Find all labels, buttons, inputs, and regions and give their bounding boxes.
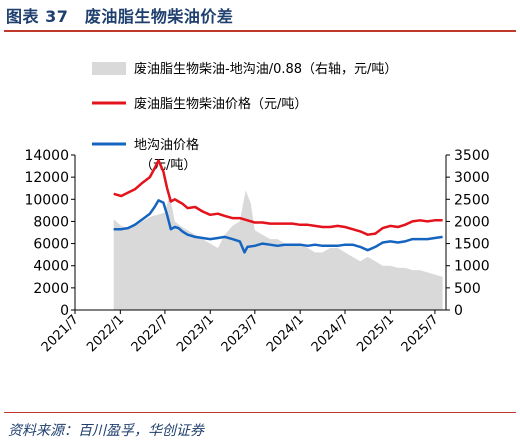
- left-tick-label: 4000: [33, 259, 69, 275]
- right-tick-label: 1500: [454, 237, 490, 253]
- title-rule: [4, 30, 516, 32]
- x-tick-label: 2025/1: [354, 312, 397, 355]
- x-tick-label: 2022/7: [129, 312, 172, 355]
- left-tick-label: 8000: [33, 214, 69, 230]
- right-tick-label: 500: [454, 281, 481, 297]
- legend-label-bio: 废油脂生物柴油价格（元/吨）: [134, 96, 307, 112]
- left-tick-label: 0: [60, 303, 69, 319]
- legend-label-spread: 废油脂生物柴油-地沟油/0.88（右轴，元/吨）: [134, 61, 397, 77]
- figure-title: 图表 37 废油脂生物柴油价差: [6, 7, 234, 26]
- left-tick-label: 10000: [24, 192, 69, 208]
- price-line-series: [113, 159, 443, 254]
- x-tick-label: 2024/1: [264, 312, 307, 355]
- right-tick-label: 3500: [454, 148, 490, 164]
- left-tick-label: 14000: [24, 148, 69, 164]
- source-rule: [4, 412, 516, 413]
- x-tick-label: 2022/1: [84, 312, 127, 355]
- legend-label-gutter: 地沟油价格: [134, 137, 199, 153]
- x-tick-label: 2024/7: [309, 312, 352, 355]
- gutter-price-line: [113, 199, 443, 254]
- right-tick-label: 0: [454, 303, 463, 319]
- right-tick-label: 2500: [454, 192, 490, 208]
- left-tick-label: 2000: [33, 281, 69, 297]
- chart: 废油脂生物柴油-地沟油/0.88（右轴，元/吨） 废油脂生物柴油价格（元/吨） …: [24, 61, 490, 355]
- x-tick-label: 2025/7: [399, 312, 442, 355]
- right-tick-label: 1000: [454, 259, 490, 275]
- right-tick-label: 3000: [454, 170, 490, 186]
- spread-area: [113, 190, 443, 310]
- x-tick-label: 2023/7: [219, 312, 262, 355]
- spread-area-series: [113, 190, 443, 310]
- right-tick-label: 2000: [454, 214, 490, 230]
- x-tick-label: 2023/1: [174, 312, 217, 355]
- left-tick-label: 6000: [33, 237, 69, 253]
- legend-swatch-spread: [92, 62, 126, 75]
- bio-price-line: [113, 159, 443, 236]
- left-tick-label: 12000: [24, 170, 69, 186]
- legend-label-gutter-unit: （元/吨）: [140, 158, 196, 173]
- legend: 废油脂生物柴油-地沟油/0.88（右轴，元/吨） 废油脂生物柴油价格（元/吨） …: [92, 61, 397, 173]
- source-note: 资料来源：百川盈孚，华创证券: [8, 423, 204, 439]
